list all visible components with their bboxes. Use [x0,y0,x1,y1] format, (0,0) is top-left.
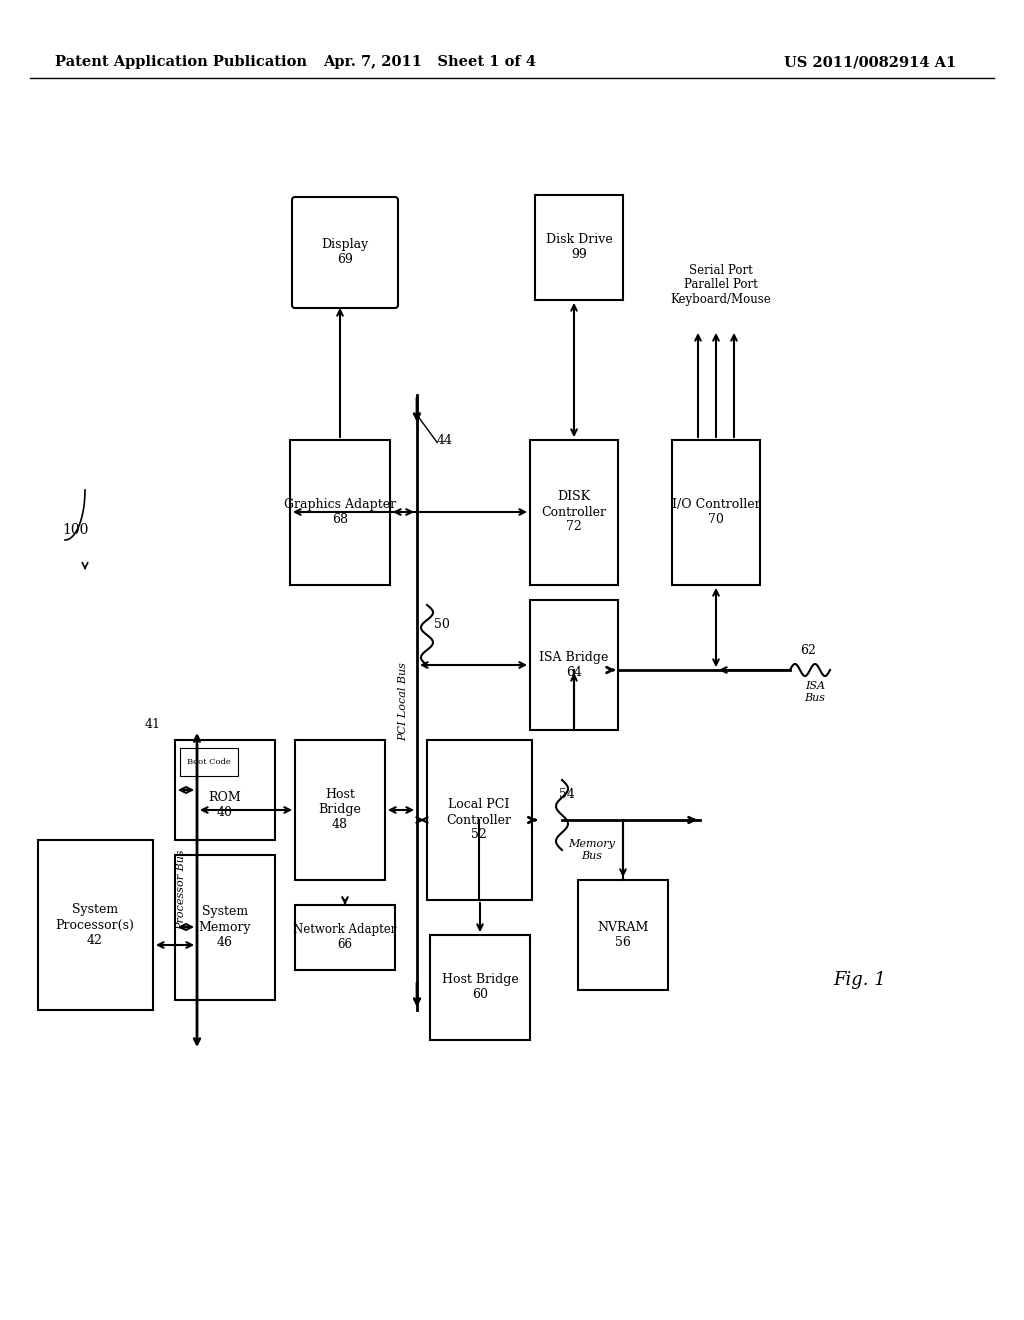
Text: Processor Bus: Processor Bus [176,850,186,931]
Text: Fig. 1: Fig. 1 [834,972,887,989]
Text: Apr. 7, 2011   Sheet 1 of 4: Apr. 7, 2011 Sheet 1 of 4 [324,55,537,69]
Text: 54: 54 [559,788,574,801]
Bar [290,440,390,585]
Bar [430,935,530,1040]
Text: Local PCI
Controller
52: Local PCI Controller 52 [446,799,512,842]
Bar [672,440,760,585]
Bar [427,741,532,900]
Bar [295,741,385,880]
Bar [535,195,623,300]
Text: NVRAM
56: NVRAM 56 [597,921,648,949]
Text: Host Bridge
60: Host Bridge 60 [441,973,518,1001]
Text: 62: 62 [800,644,816,656]
Bar [530,601,618,730]
Text: ISA
Bus: ISA Bus [805,681,825,702]
Bar [530,440,618,585]
Text: Serial Port
Parallel Port
Keyboard/Mouse: Serial Port Parallel Port Keyboard/Mouse [671,264,771,306]
Bar [38,840,153,1010]
Bar [295,906,395,970]
Text: Network Adapter
66: Network Adapter 66 [293,923,396,950]
Text: 100: 100 [61,523,88,537]
Text: System
Processor(s)
42: System Processor(s) 42 [55,903,134,946]
Text: 41: 41 [145,718,161,731]
Text: DISK
Controller
72: DISK Controller 72 [542,491,606,533]
Text: Patent Application Publication: Patent Application Publication [55,55,307,69]
Text: Display
69: Display 69 [322,238,369,267]
FancyBboxPatch shape [292,197,398,308]
Bar [175,855,275,1001]
Text: Disk Drive
99: Disk Drive 99 [546,234,612,261]
Text: 50: 50 [434,619,450,631]
Bar [175,741,275,840]
Text: PCI Local Bus: PCI Local Bus [398,663,408,742]
Text: Host
Bridge
48: Host Bridge 48 [318,788,361,832]
Text: I/O Controller
70: I/O Controller 70 [672,498,760,525]
Text: 44: 44 [437,433,453,446]
Text: Memory
Bus: Memory Bus [568,840,615,861]
Bar [180,748,238,776]
Text: ISA Bridge
64: ISA Bridge 64 [540,651,608,678]
Bar [578,880,668,990]
Text: Graphics Adapter
68: Graphics Adapter 68 [284,498,396,525]
Text: US 2011/0082914 A1: US 2011/0082914 A1 [784,55,956,69]
Text: ROM
40: ROM 40 [209,791,242,818]
Text: Boot Code: Boot Code [187,758,230,766]
Text: System
Memory
46: System Memory 46 [199,906,251,949]
